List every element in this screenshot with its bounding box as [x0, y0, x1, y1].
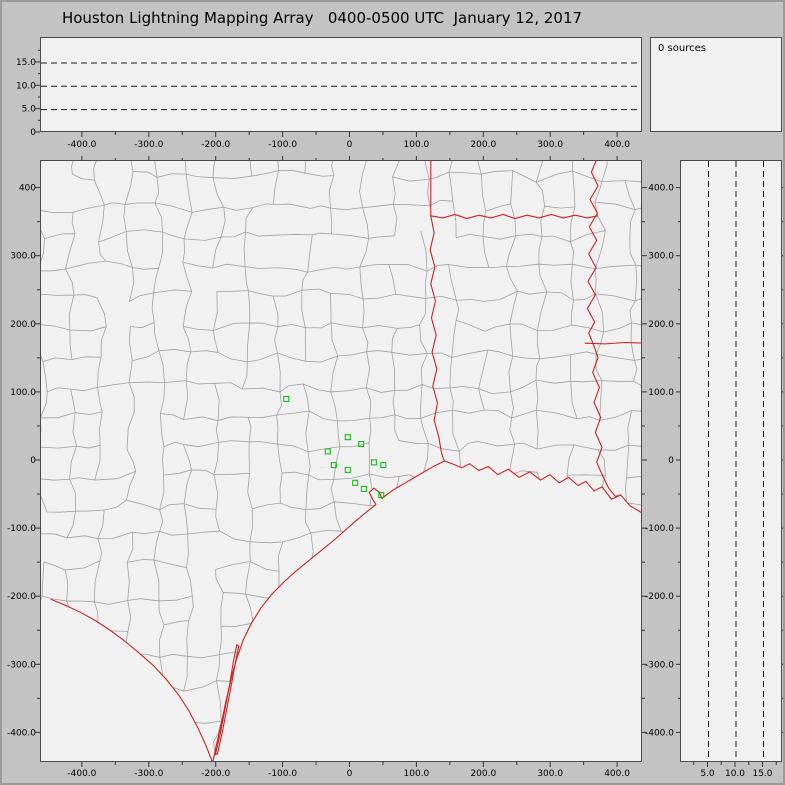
ns-y-tick-label: -300.0	[645, 660, 674, 670]
map-x-tick-label: -200.0	[201, 769, 230, 779]
altitude-ns-plot-area	[708, 161, 764, 761]
lma-station-marker	[330, 462, 337, 469]
red-river-border	[431, 214, 598, 218]
ns-y-tick-label: 200.0	[648, 320, 674, 330]
map-x-tick-label: 200.0	[470, 769, 496, 779]
map-y-tick-label: 300.0	[10, 252, 36, 262]
mississippi-river-lower	[593, 343, 621, 497]
th-x-tick-label: 200.0	[470, 140, 496, 150]
map-x-tick-label: 300.0	[537, 769, 563, 779]
ns-y-tick-label: -100.0	[645, 524, 674, 534]
lma-station-marker	[324, 448, 331, 455]
th-x-tick-label: -300.0	[134, 140, 163, 150]
lma-station-marker	[378, 492, 385, 499]
th-y-tick-label: 15.0	[16, 58, 36, 68]
th-y-tick-label: 10.0	[16, 81, 36, 91]
rio-grande-border	[51, 599, 213, 761]
mississippi-river-upper	[587, 161, 598, 343]
map-x-tick-label: -400.0	[67, 769, 96, 779]
map-y-tick-label: 400	[19, 184, 36, 194]
gulf-coastline	[213, 461, 641, 761]
ns-y-tick-label: -200.0	[645, 592, 674, 602]
lma-station-marker	[344, 434, 351, 441]
ns-y-tick-label: -400.0	[645, 728, 674, 738]
lma-station-marker	[283, 396, 290, 402]
lma-station-marker	[358, 441, 365, 447]
lma-station-marker	[352, 479, 359, 486]
th-x-tick-label: 0	[347, 140, 353, 150]
barrier-island	[215, 645, 238, 755]
plan-view-map	[41, 161, 641, 761]
altitude-ns-panel[interactable]	[680, 160, 782, 762]
ns-x-tick-label: 5.0	[700, 769, 715, 779]
map-y-tick-label: -100.0	[7, 524, 36, 534]
tx-la-border	[430, 216, 444, 461]
ns-y-tick-label: 300.0	[648, 252, 674, 262]
th-x-tick-label: -200.0	[201, 140, 230, 150]
ns-y-tick-label: 100.0	[648, 388, 674, 398]
th-x-tick-label: 400.0	[604, 140, 630, 150]
ns-y-tick-label: 400.0	[648, 184, 674, 194]
source-count-label: 0 sources	[658, 43, 706, 54]
lma-station-marker	[360, 485, 367, 492]
th-y-tick-label: 0	[30, 128, 36, 138]
th-x-tick-label: -100.0	[268, 140, 297, 150]
map-y-tick-label: 0	[30, 456, 36, 466]
county-boundaries	[41, 161, 641, 761]
th-x-tick-label: 300.0	[537, 140, 563, 150]
map-y-tick-label: -300.0	[7, 660, 36, 670]
source-count-panel: 0 sources	[650, 37, 782, 132]
time-height-panel[interactable]	[40, 37, 642, 132]
th-x-tick-label: 100.0	[404, 140, 430, 150]
map-x-tick-label: 400.0	[604, 769, 630, 779]
map-y-tick-label: 200.0	[10, 320, 36, 330]
lma-station-marker	[370, 459, 377, 466]
lma-station-marker	[380, 462, 387, 469]
map-x-tick-label: -100.0	[268, 769, 297, 779]
ns-x-tick-label: 10.0	[725, 769, 745, 779]
map-y-tick-label: -200.0	[7, 592, 36, 602]
th-y-tick-label: 5.0	[22, 105, 37, 115]
ns-x-tick-label: 15.0	[752, 769, 772, 779]
map-y-tick-label: 100.0	[10, 388, 36, 398]
map-x-tick-label: 100.0	[404, 769, 430, 779]
map-y-tick-label: -400.0	[7, 728, 36, 738]
time-height-plot-area	[41, 62, 641, 111]
lma-station-marker	[344, 466, 351, 473]
map-x-tick-label: 0	[347, 769, 353, 779]
map-geometry	[41, 161, 641, 761]
plan-view-map-panel[interactable]	[40, 160, 642, 762]
th-x-tick-label: -400.0	[67, 140, 96, 150]
ns-y-tick-label: 0	[668, 456, 674, 466]
map-x-tick-label: -300.0	[134, 769, 163, 779]
plot-title: Houston Lightning Mapping Array 0400-050…	[61, 9, 583, 27]
la-ar-border	[585, 343, 641, 344]
